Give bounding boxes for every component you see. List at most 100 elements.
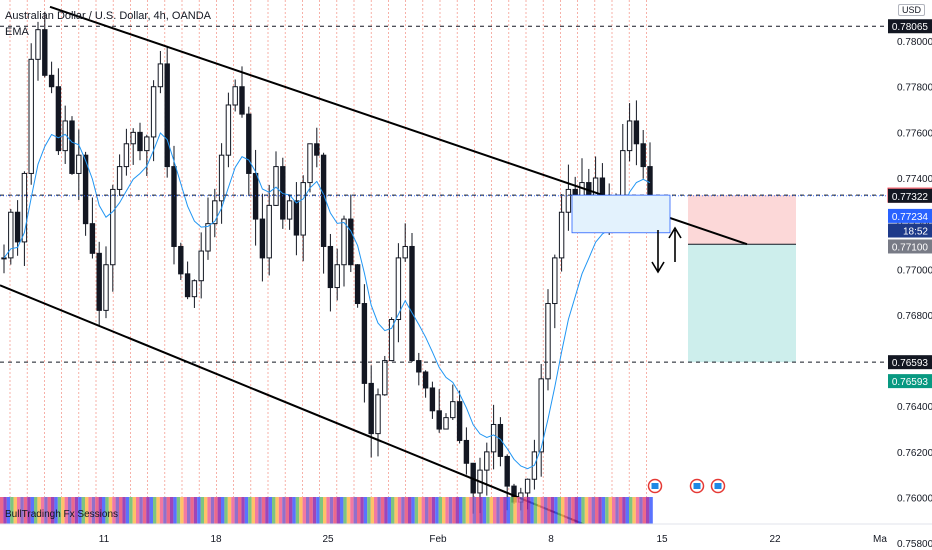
session-bar-segment bbox=[40, 497, 45, 524]
price-badge bbox=[888, 239, 932, 254]
bull-candle bbox=[307, 143, 313, 184]
retest-zone-box[interactable] bbox=[571, 194, 671, 234]
session-bar-segment bbox=[591, 497, 595, 524]
session-bar-segment bbox=[384, 497, 388, 524]
currency-label[interactable]: USD bbox=[898, 4, 926, 16]
bear-candle bbox=[640, 143, 646, 168]
bull-candle bbox=[218, 154, 225, 202]
session-bar-segment bbox=[3, 497, 7, 524]
session-bar-segment bbox=[27, 497, 31, 524]
session-bar-segment bbox=[533, 497, 538, 524]
session-bar-segment bbox=[78, 497, 82, 524]
session-bar-segment bbox=[255, 497, 259, 524]
session-bar-segment bbox=[537, 497, 541, 524]
candlestick-series bbox=[1, 11, 653, 514]
symbol-title[interactable]: Australian Dollar / U.S. Dollar, 4h, OAN… bbox=[5, 10, 212, 22]
session-bar-segment bbox=[608, 497, 612, 524]
price-badge-label: 0.77322 bbox=[892, 192, 929, 203]
time-axis[interactable]: 11 18 25 Feb 8 15 22 Ma bbox=[99, 534, 888, 545]
x-tick-label: 25 bbox=[322, 534, 334, 545]
session-bar-segment bbox=[540, 497, 544, 524]
session-bar-segment bbox=[221, 497, 225, 524]
session-bar-segment bbox=[139, 497, 143, 524]
session-bar-segment bbox=[312, 497, 317, 524]
session-bar-segment bbox=[200, 497, 204, 524]
chart-legend: Australian Dollar / U.S. Dollar, 4h, OAN… bbox=[5, 8, 211, 40]
event-flags[interactable] bbox=[647, 478, 726, 494]
session-bar-segment bbox=[166, 497, 170, 524]
bear-candle bbox=[456, 401, 463, 441]
bear-candle bbox=[280, 166, 286, 220]
bear-candle bbox=[252, 172, 259, 220]
trend-channel[interactable] bbox=[0, 5, 748, 545]
x-tick-label: Ma bbox=[873, 534, 887, 545]
bull-candle bbox=[21, 172, 28, 243]
session-bar-segment bbox=[119, 497, 123, 524]
target-zone[interactable] bbox=[688, 244, 796, 363]
session-bar-segment bbox=[649, 497, 653, 524]
session-bar-segment bbox=[421, 497, 425, 524]
session-bar-segment bbox=[193, 497, 198, 524]
session-bar-segment bbox=[561, 497, 565, 524]
session-bar-segment bbox=[261, 497, 266, 524]
flag-icon-fill bbox=[693, 483, 701, 489]
price-badge-label: 0.77234 bbox=[892, 212, 929, 223]
session-bar-segment bbox=[224, 497, 228, 524]
ema-indicator-label[interactable]: EMA bbox=[5, 26, 29, 38]
session-bar-segment bbox=[74, 497, 79, 524]
session-bar-segment bbox=[275, 497, 279, 524]
bull-candle bbox=[191, 280, 198, 298]
flag-icon[interactable] bbox=[647, 478, 663, 494]
bear-candle bbox=[293, 200, 300, 236]
bear-candle bbox=[327, 245, 334, 289]
stop-zone[interactable] bbox=[688, 195, 796, 245]
bear-candle bbox=[463, 439, 470, 464]
sessions-label[interactable]: BullTradingh Fx Sessions bbox=[5, 509, 119, 520]
flag-icon[interactable] bbox=[710, 478, 726, 494]
bear-candle bbox=[348, 218, 354, 266]
bear-candle bbox=[354, 264, 361, 305]
session-bar-segment bbox=[61, 497, 65, 524]
session-bar-segment bbox=[394, 497, 398, 524]
horizontal-levels[interactable] bbox=[0, 25, 888, 363]
arrow-up-icon[interactable] bbox=[668, 226, 682, 262]
session-bar-segment bbox=[448, 497, 453, 524]
session-bar-segment bbox=[6, 497, 11, 524]
session-bar-segment bbox=[326, 497, 330, 524]
session-bar-segment bbox=[88, 497, 92, 524]
session-bar-segment bbox=[204, 497, 208, 524]
session-bar-segment bbox=[571, 497, 575, 524]
session-bar-segment bbox=[68, 497, 72, 524]
session-bar-segment bbox=[170, 497, 174, 524]
bull-candle bbox=[35, 29, 41, 60]
arrow-down-icon[interactable] bbox=[651, 230, 665, 274]
session-bar-segment bbox=[306, 497, 310, 524]
session-bar-segment bbox=[163, 497, 167, 524]
flag-icon[interactable] bbox=[689, 478, 705, 494]
bear-candle bbox=[239, 86, 245, 115]
session-bar-segment bbox=[289, 497, 293, 524]
session-bar-segment bbox=[547, 497, 551, 524]
bear-candle bbox=[246, 113, 252, 174]
short-position-tool[interactable] bbox=[688, 195, 796, 363]
bull-candle bbox=[198, 250, 204, 282]
session-bar-segment bbox=[513, 497, 517, 524]
session-bar-segment bbox=[431, 497, 436, 524]
x-tick-label: 18 bbox=[210, 534, 222, 545]
session-bar-segment bbox=[159, 497, 164, 524]
session-bar-segment bbox=[30, 497, 34, 524]
session-bar-segment bbox=[387, 497, 391, 524]
y-tick-label: 0.77600 bbox=[897, 128, 932, 139]
session-bar-segment bbox=[302, 497, 306, 524]
flag-icon-fill bbox=[714, 483, 722, 489]
session-bar-segment bbox=[234, 497, 238, 524]
session-bar-segment bbox=[425, 497, 429, 524]
session-bar-segment bbox=[408, 497, 412, 524]
session-bar-segment bbox=[411, 497, 415, 524]
session-bar-segment bbox=[156, 497, 160, 524]
bull-candle bbox=[273, 166, 279, 206]
bull-candle bbox=[103, 264, 109, 311]
annotations[interactable] bbox=[571, 194, 682, 274]
bear-candle bbox=[55, 86, 62, 152]
